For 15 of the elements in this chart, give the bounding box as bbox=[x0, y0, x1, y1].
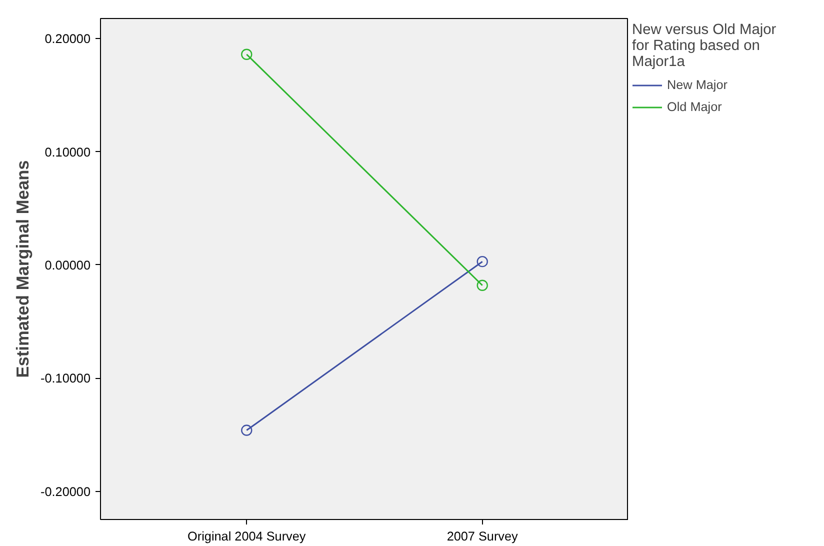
y-tick-label: 0.20000 bbox=[44, 32, 90, 46]
legend-label: New Major bbox=[667, 78, 728, 92]
y-tick-label: -0.10000 bbox=[40, 372, 91, 386]
point bbox=[476, 280, 488, 291]
point bbox=[241, 48, 252, 60]
y-tick-label: 0.00000 bbox=[44, 258, 90, 272]
point bbox=[241, 424, 252, 436]
point bbox=[476, 256, 488, 268]
y-tick-label: -0.20000 bbox=[40, 484, 91, 499]
x-tick-label: Original 2004 Survey bbox=[188, 530, 306, 544]
y-tick-label: 0.10000 bbox=[44, 145, 90, 160]
x-tick-label: 2007 Survey bbox=[446, 530, 519, 544]
legend-label: Old Major bbox=[667, 100, 722, 114]
y-axis-title: Estimated Marginal Means bbox=[12, 160, 33, 378]
legend-title: New versus Old Major for Rating based on Major1a bbox=[632, 22, 776, 70]
